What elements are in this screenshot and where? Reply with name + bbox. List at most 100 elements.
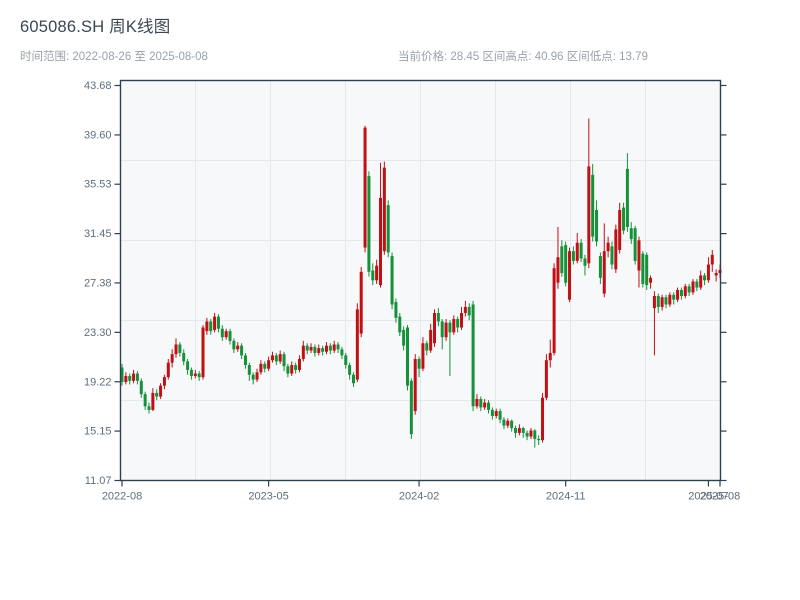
candle-body [120, 367, 124, 383]
candle-body [328, 345, 332, 351]
candle-body [209, 321, 213, 332]
candle-body [506, 420, 510, 426]
candle-body [676, 289, 680, 300]
candle-body [649, 277, 653, 283]
candle-body [166, 362, 170, 378]
candle-body [560, 246, 564, 274]
candle-body [251, 374, 255, 380]
candle-body [236, 345, 240, 350]
candle-body [417, 359, 421, 369]
candle-body [170, 354, 174, 363]
x-tick-label: 2025-08 [700, 491, 740, 503]
candle-body [703, 275, 707, 281]
candle-body [193, 373, 197, 376]
candle-body [517, 428, 521, 433]
x-tick-label: 2024-02 [399, 491, 439, 503]
candle-body [467, 306, 471, 316]
candle-body [321, 348, 325, 352]
candle-body [405, 327, 409, 386]
candle-body [537, 438, 541, 441]
candle-body [286, 366, 290, 374]
candle-body [429, 329, 433, 351]
y-tick-label: 15.15 [84, 426, 112, 438]
candle-body [463, 306, 467, 313]
candle-body [641, 253, 645, 284]
candle-body [529, 430, 533, 437]
candle-body [309, 346, 313, 351]
candle-body [444, 322, 448, 338]
candle-body [348, 365, 352, 375]
candle-body [440, 321, 444, 338]
candle-body [386, 205, 390, 253]
candle-body [247, 365, 251, 375]
candle-body [579, 242, 583, 259]
candle-body [213, 316, 217, 330]
candle-body [270, 355, 274, 361]
candle-body [606, 242, 610, 252]
candle-body [413, 359, 417, 412]
candle-body [359, 271, 363, 334]
candle-body [155, 392, 159, 397]
candle-body [375, 265, 379, 281]
candle-body [216, 316, 220, 329]
candle-body [602, 251, 606, 294]
candle-body [425, 343, 429, 351]
candle-body [390, 256, 394, 305]
plot-border [119, 79, 722, 482]
candle-body [525, 432, 529, 437]
candle-body [151, 392, 155, 410]
candle-body [652, 296, 656, 309]
candle-body [568, 251, 572, 300]
candle-body [656, 296, 660, 307]
candle-body [182, 352, 186, 362]
candle-body [479, 398, 483, 408]
candle-body [622, 207, 626, 231]
y-tick-label: 43.68 [84, 80, 112, 92]
candle-body [672, 294, 676, 300]
candle-body [436, 312, 440, 322]
candle-body [336, 344, 340, 350]
candle-body [564, 245, 568, 283]
candle-body [367, 176, 371, 272]
candle-body [220, 328, 224, 338]
candle-body [544, 360, 548, 398]
y-tick-label: 31.45 [84, 228, 112, 240]
candle-body [706, 264, 710, 281]
candle-body [421, 343, 425, 369]
candle-body [633, 228, 637, 261]
candle-body [132, 373, 136, 381]
candle-body [139, 380, 143, 395]
candle-body [448, 322, 452, 333]
candle-body [541, 397, 545, 441]
candle-body [382, 167, 386, 252]
candle-body [691, 281, 695, 293]
candle-body [294, 365, 298, 370]
candle-body [548, 352, 552, 361]
y-tick-label: 19.22 [84, 376, 112, 388]
candle-body [263, 363, 267, 369]
candle-body [340, 349, 344, 356]
candle-body [282, 354, 286, 367]
candle-body [124, 375, 128, 383]
date-range-label: 时间范围: 2022-08-26 至 2025-08-08 [20, 51, 208, 63]
candle-body [409, 380, 413, 435]
candle-body [267, 360, 271, 369]
candle-body [625, 168, 629, 227]
candle-body [259, 363, 263, 373]
candle-body [197, 373, 201, 378]
candle-body [147, 406, 151, 410]
candle-body [660, 297, 664, 307]
x-tick-label: 2023-05 [248, 491, 288, 503]
candle-body [595, 210, 599, 242]
candle-body [637, 240, 641, 271]
candle-body [228, 331, 232, 341]
candle-body [614, 229, 618, 270]
candle-body [363, 127, 367, 248]
candle-body [629, 228, 633, 240]
candle-body [205, 321, 209, 332]
candle-body [552, 268, 556, 353]
candle-body [587, 166, 591, 264]
candle-body [710, 254, 714, 265]
x-tick-label: 2025-07 [688, 491, 728, 503]
candle-body [224, 331, 228, 338]
